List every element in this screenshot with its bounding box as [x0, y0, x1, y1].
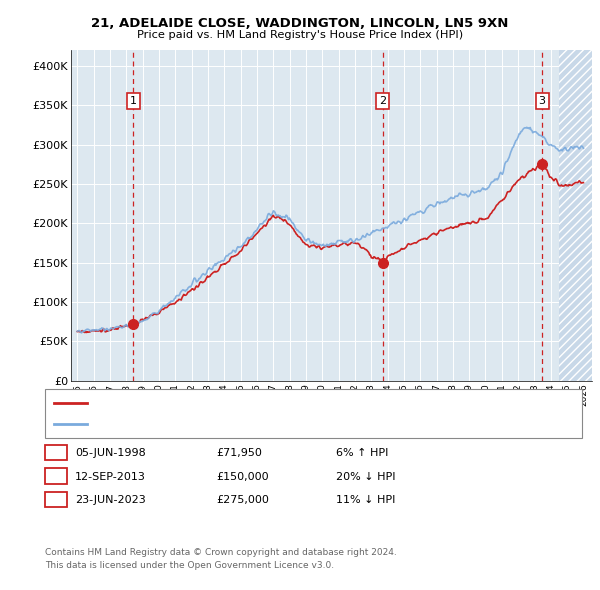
Text: 20% ↓ HPI: 20% ↓ HPI — [336, 472, 395, 481]
Text: Price paid vs. HM Land Registry's House Price Index (HPI): Price paid vs. HM Land Registry's House … — [137, 30, 463, 40]
Text: 1: 1 — [130, 96, 137, 106]
Text: 2: 2 — [379, 96, 386, 106]
Text: 3: 3 — [52, 496, 59, 505]
Text: 3: 3 — [539, 96, 545, 106]
Text: Contains HM Land Registry data © Crown copyright and database right 2024.: Contains HM Land Registry data © Crown c… — [45, 548, 397, 557]
Text: 6% ↑ HPI: 6% ↑ HPI — [336, 448, 388, 458]
Text: HPI: Average price, detached house, North Kesteven: HPI: Average price, detached house, Nort… — [91, 419, 352, 430]
Text: £71,950: £71,950 — [216, 448, 262, 458]
Bar — [559, 50, 600, 381]
Text: 1: 1 — [52, 448, 59, 458]
Text: 12-SEP-2013: 12-SEP-2013 — [75, 472, 146, 481]
Text: £150,000: £150,000 — [216, 472, 269, 481]
Text: 05-JUN-1998: 05-JUN-1998 — [75, 448, 146, 458]
Text: This data is licensed under the Open Government Licence v3.0.: This data is licensed under the Open Gov… — [45, 561, 334, 570]
Text: £275,000: £275,000 — [216, 496, 269, 505]
Text: 2: 2 — [52, 472, 59, 481]
Text: 23-JUN-2023: 23-JUN-2023 — [75, 496, 146, 505]
Text: 21, ADELAIDE CLOSE, WADDINGTON, LINCOLN, LN5 9XN: 21, ADELAIDE CLOSE, WADDINGTON, LINCOLN,… — [91, 17, 509, 30]
Text: 21, ADELAIDE CLOSE, WADDINGTON, LINCOLN, LN5 9XN (detached house): 21, ADELAIDE CLOSE, WADDINGTON, LINCOLN,… — [91, 398, 463, 408]
Bar — [559, 50, 600, 381]
Text: 11% ↓ HPI: 11% ↓ HPI — [336, 496, 395, 505]
